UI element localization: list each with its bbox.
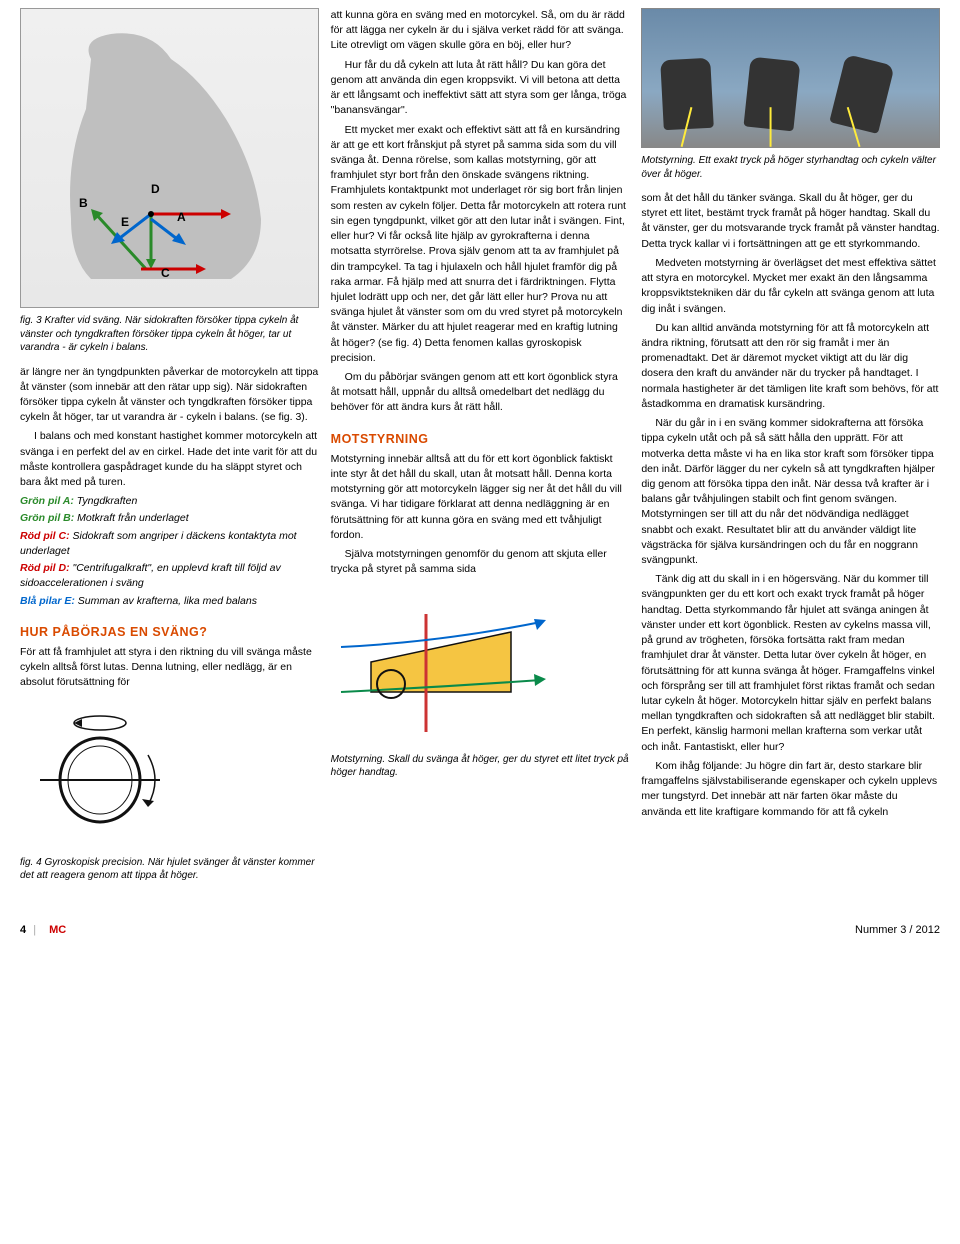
- magazine-name: MC: [49, 924, 66, 936]
- col1-p1: är längre ner än tyngdpunkten påverkar d…: [20, 365, 319, 426]
- col2-p3: Ett mycket mer exakt och effektivt sätt …: [331, 123, 630, 367]
- figure-4-gyro: [20, 705, 180, 845]
- col3-p3: Du kan alltid använda motstyrning för at…: [641, 321, 940, 412]
- arrow-c-label: Röd pil C:: [20, 530, 70, 542]
- arrow-a-text: Tyngdkraften: [74, 495, 137, 507]
- fig1-label-c: C: [161, 265, 170, 282]
- col2-p6: Själva motstyrningen genomför du genom a…: [331, 547, 630, 577]
- figure-3-forces: D B E A C: [20, 8, 319, 308]
- fig1-label-a: A: [177, 209, 186, 226]
- col3-p4: När du går in i en sväng kommer sidokraf…: [641, 416, 940, 568]
- arrow-definitions: Grön pil A: Tyngdkraften Grön pil B: Mot…: [20, 494, 319, 609]
- footer-left: 4 | MC: [20, 923, 66, 939]
- page-layout: D B E A C fig. 3 Krafter vid sväng. När …: [20, 8, 940, 893]
- arrow-b-text: Motkraft från underlaget: [74, 512, 188, 524]
- fig4-caption: fig. 4 Gyroskopisk precision. När hjulet…: [20, 856, 319, 883]
- arrow-e-label: Blå pilar E:: [20, 595, 75, 607]
- arrow-d-label: Röd pil D:: [20, 562, 70, 574]
- col3-p2: Medveten motstyrning är överlägset det m…: [641, 256, 940, 317]
- col1-p2: I balans och med konstant hastighet komm…: [20, 429, 319, 490]
- photo-lines: [642, 107, 939, 147]
- page-footer: 4 | MC Nummer 3 / 2012: [20, 923, 940, 939]
- footer-issue: Nummer 3 / 2012: [855, 923, 940, 939]
- col1-p3: För att få framhjulet att styra i den ri…: [20, 645, 319, 691]
- photo-countersteering: [641, 8, 940, 148]
- arrow-e-text: Summan av krafterna, lika med balans: [75, 595, 257, 607]
- fig1-label-e: E: [121, 214, 129, 231]
- col3-p5: Tänk dig att du skall in i en högersväng…: [641, 572, 940, 755]
- col2-p5: Motstyrning innebär alltså att du för et…: [331, 452, 630, 543]
- column-3: Motstyrning. Ett exakt tryck på höger st…: [641, 8, 940, 893]
- col3-p6: Kom ihåg följande: Ju högre din fart är,…: [641, 759, 940, 820]
- arrow-a-label: Grön pil A:: [20, 495, 74, 507]
- col2-p1: att kunna göra en sväng med en motorcyke…: [331, 8, 630, 54]
- column-1: D B E A C fig. 3 Krafter vid sväng. När …: [20, 8, 319, 893]
- fig1-label-b: B: [79, 195, 88, 212]
- photo-caption: Motstyrning. Ett exakt tryck på höger st…: [641, 154, 940, 181]
- fig3-caption: fig. 3 Krafter vid sväng. När sidokrafte…: [20, 314, 319, 355]
- figure-countersteer: [331, 592, 551, 742]
- page-number: 4: [20, 924, 26, 936]
- rider-silhouette-svg: [31, 19, 301, 299]
- fig-counter-caption: Motstyrning. Skall du svänga åt höger, g…: [331, 753, 630, 780]
- fig1-label-d: D: [151, 181, 160, 198]
- col2-p2: Hur får du då cykeln att luta åt rätt hå…: [331, 58, 630, 119]
- column-2: att kunna göra en sväng med en motorcyke…: [331, 8, 630, 893]
- section-head-countersteering: MOTSTYRNING: [331, 430, 630, 448]
- section-head-start-turn: HUR PÅBÖRJAS EN SVÄNG?: [20, 623, 319, 641]
- col3-p1: som åt det håll du tänker svänga. Skall …: [641, 191, 940, 252]
- footer-divider: |: [33, 924, 36, 936]
- col2-p4: Om du påbörjar svängen genom att ett kor…: [331, 370, 630, 416]
- arrow-b-label: Grön pil B:: [20, 512, 74, 524]
